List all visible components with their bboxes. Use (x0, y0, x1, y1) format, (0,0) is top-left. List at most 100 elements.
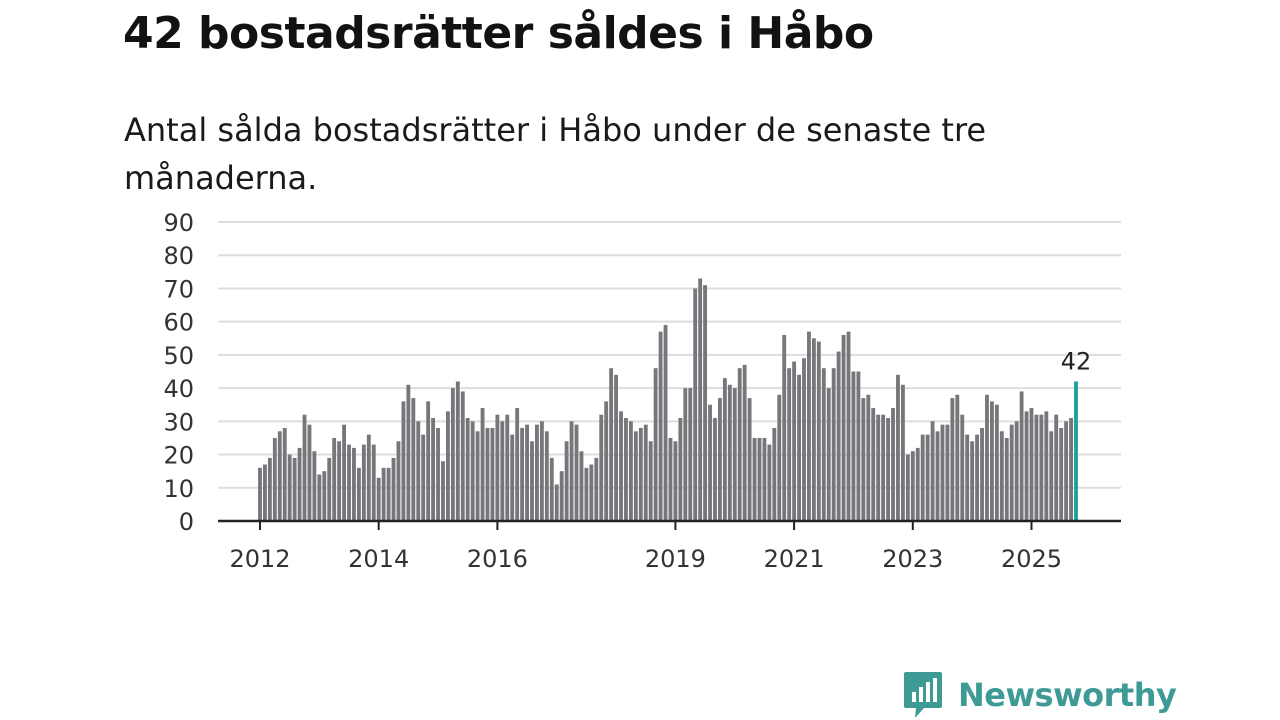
bar (1039, 414, 1044, 521)
bar (455, 381, 460, 521)
bar (777, 394, 782, 521)
bar (520, 427, 525, 521)
bar (935, 431, 940, 521)
bar (500, 421, 505, 521)
bar (347, 444, 351, 521)
bar (1044, 411, 1049, 521)
bar (391, 457, 396, 521)
bar (624, 418, 628, 521)
bar (258, 467, 262, 521)
bar (317, 474, 322, 521)
bar (816, 341, 821, 521)
newsworthy-logo[interactable]: Newsworthy (902, 670, 1177, 720)
bar (327, 457, 332, 521)
bar (574, 424, 579, 521)
bar (920, 434, 925, 521)
bar (826, 388, 831, 521)
bar (554, 484, 559, 521)
bar (762, 437, 767, 521)
bar (267, 457, 272, 521)
bar (955, 394, 960, 521)
chart-title: 42 bostadsrätter såldes i Håbo (123, 8, 874, 59)
bar (396, 441, 401, 521)
bar (861, 398, 866, 521)
x-axis-ticks: 2012 2014 2016 2019 2021 2023 2025 (229, 521, 1062, 573)
bar (441, 461, 445, 521)
bar (708, 404, 712, 521)
bar (985, 394, 989, 521)
bar (866, 394, 871, 521)
bar (876, 414, 881, 521)
bar (302, 414, 307, 521)
bar (431, 418, 436, 521)
bar (668, 437, 673, 521)
bar (604, 401, 609, 521)
bar (272, 437, 277, 521)
chart-subtitle: Antal sålda bostadsrätter i Håbo under d… (124, 111, 987, 197)
bar (797, 374, 801, 521)
bar (628, 421, 633, 521)
bar (807, 331, 811, 521)
bar (530, 441, 534, 521)
bar (772, 427, 777, 521)
bar (633, 431, 638, 521)
bar (673, 441, 678, 521)
bar (421, 434, 426, 521)
bar (698, 278, 703, 521)
bar (727, 384, 732, 521)
bar (411, 398, 416, 521)
bar (643, 424, 648, 521)
bar (381, 467, 386, 521)
bar (297, 447, 302, 521)
bar (475, 431, 480, 521)
bar (416, 421, 421, 521)
bar (599, 414, 604, 521)
bar (366, 434, 371, 521)
bar (965, 434, 970, 521)
bar (851, 371, 856, 521)
bar (970, 441, 975, 521)
bar (910, 451, 915, 521)
bar (648, 441, 653, 521)
bar (886, 418, 890, 521)
bar (732, 388, 737, 521)
bar (352, 447, 356, 521)
bar (579, 451, 584, 521)
bar (594, 457, 599, 521)
bar (569, 421, 574, 521)
bar (609, 368, 614, 521)
bar (980, 427, 984, 521)
bar (742, 364, 747, 521)
x-tick-label: 2019 (645, 545, 706, 573)
bar (584, 467, 589, 521)
bar (896, 374, 900, 521)
bar (263, 464, 267, 521)
bar (1054, 414, 1059, 521)
bar (342, 424, 346, 521)
bar (1034, 414, 1039, 521)
y-tick-label: 40 (163, 375, 194, 403)
bar (559, 471, 564, 521)
y-tick-label: 0 (179, 508, 194, 536)
bar (1059, 427, 1064, 521)
last-value-label: 42 (1061, 347, 1092, 375)
bar (747, 398, 752, 521)
bar (614, 374, 618, 521)
bar (802, 358, 806, 521)
bar (990, 401, 994, 521)
bar (485, 427, 490, 521)
bar (307, 424, 312, 521)
bar (446, 411, 450, 521)
bar (653, 368, 658, 521)
bar (856, 371, 861, 521)
bar (495, 414, 500, 521)
bar (1004, 437, 1009, 521)
bar (312, 451, 317, 521)
bar (426, 401, 431, 521)
bar (871, 408, 876, 521)
bar (386, 467, 391, 521)
bar (722, 378, 727, 521)
bar (831, 368, 836, 521)
bar (505, 414, 510, 521)
